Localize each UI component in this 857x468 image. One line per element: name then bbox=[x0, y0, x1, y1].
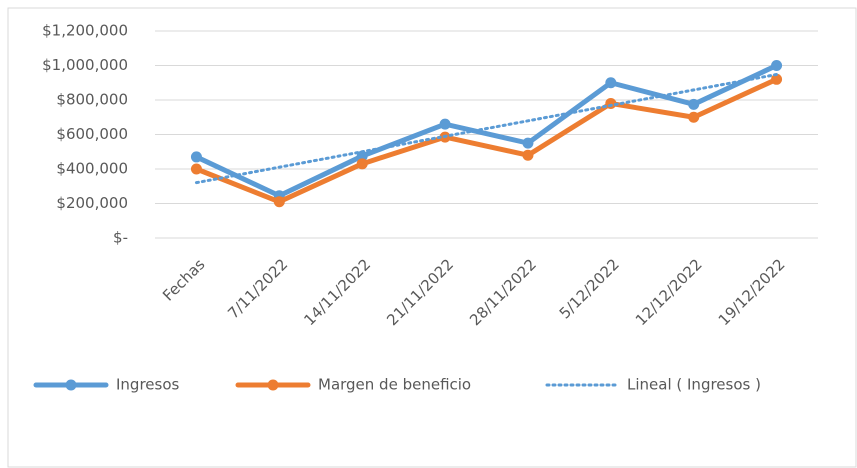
data-point bbox=[356, 158, 368, 170]
legend-label: Lineal ( Ingresos ) bbox=[627, 376, 761, 394]
data-point bbox=[771, 73, 783, 85]
data-point bbox=[273, 196, 285, 208]
data-point bbox=[771, 60, 783, 71]
y-tick-label: $400,000 bbox=[56, 160, 128, 178]
data-point bbox=[190, 163, 202, 175]
series-line bbox=[195, 63, 778, 199]
series-line bbox=[195, 77, 778, 205]
y-tick-label: $600,000 bbox=[56, 125, 128, 143]
data-point bbox=[522, 149, 534, 161]
legend-marker bbox=[65, 379, 77, 391]
y-tick-label: $1,000,000 bbox=[42, 56, 128, 74]
data-point bbox=[688, 111, 700, 123]
data-point bbox=[522, 137, 534, 149]
y-tick-label: $800,000 bbox=[56, 91, 128, 109]
legend-label: Ingresos bbox=[116, 376, 180, 394]
legend-label: Margen de beneficio bbox=[318, 376, 471, 394]
legend-marker bbox=[267, 379, 279, 391]
data-point bbox=[439, 118, 451, 130]
data-point bbox=[688, 98, 700, 110]
data-point bbox=[190, 151, 202, 163]
data-point bbox=[356, 150, 368, 162]
y-tick-label: $1,200,000 bbox=[42, 22, 128, 40]
data-point bbox=[605, 77, 617, 89]
trendline bbox=[194, 72, 779, 185]
y-tick-label: $- bbox=[113, 229, 128, 247]
y-tick-label: $200,000 bbox=[56, 194, 128, 212]
